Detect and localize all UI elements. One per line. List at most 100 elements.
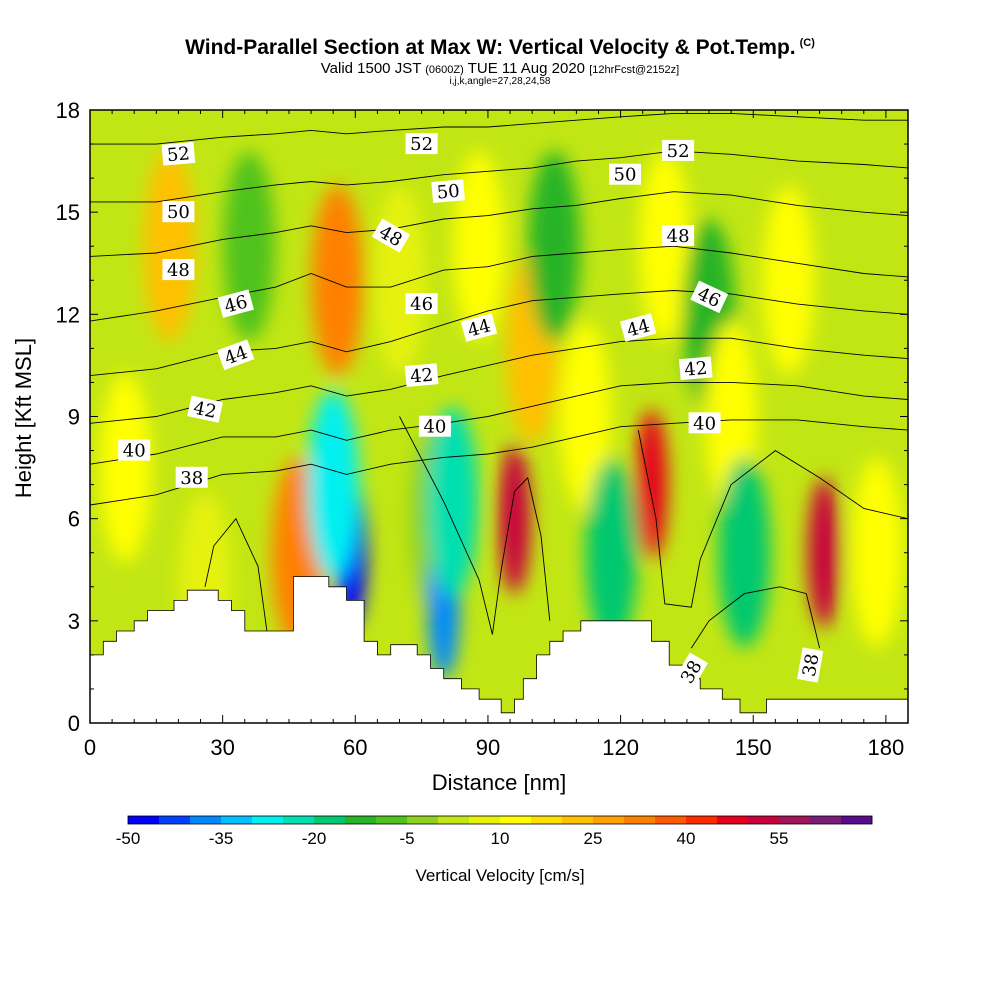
isentrope-42 <box>90 337 908 424</box>
velocity-cell-25 <box>851 457 904 648</box>
contour-label-text-5: 42 <box>192 398 219 423</box>
y-tick-label-9: 9 <box>68 405 80 430</box>
isentrope-low-1 <box>399 416 551 635</box>
isentrope-50 <box>90 150 908 203</box>
contour-label-text-16: 50 <box>614 165 637 186</box>
contour-label-8: 52 <box>405 133 438 155</box>
colorbar-tick--50: -50 <box>116 829 141 848</box>
x-tick-label-60: 60 <box>343 735 367 760</box>
colorbar-frame <box>127 815 873 825</box>
isentrope-contours <box>90 112 908 649</box>
y-tick-label-15: 15 <box>56 200 80 225</box>
colorbar-swatch-21 <box>779 816 811 824</box>
valid-suffix: TUE 11 Aug 2020 <box>467 60 586 77</box>
x-tick-label-90: 90 <box>476 735 500 760</box>
colorbar-swatch-12 <box>500 816 532 824</box>
contour-label-13: 42 <box>404 363 439 388</box>
colorbar-swatch-19 <box>717 816 749 824</box>
contour-label-text-9: 50 <box>436 181 461 204</box>
isentrope-48 <box>90 191 908 257</box>
colorbar-swatch-0 <box>128 816 160 824</box>
x-axis-label: Distance [nm] <box>432 770 567 795</box>
contour-label-text-20: 42 <box>684 358 709 381</box>
chart-title: Wind-Parallel Section at Max W: Vertical… <box>185 36 815 59</box>
contour-label-text-11: 46 <box>410 294 433 315</box>
isentrope-low-3 <box>690 586 821 649</box>
isentrope-low-2 <box>637 430 908 608</box>
contour-label-11: 46 <box>405 293 438 315</box>
contour-label-text-15: 52 <box>667 141 690 162</box>
y-tick-label-12: 12 <box>56 302 80 327</box>
velocity-cell-13 <box>498 443 531 594</box>
contour-label-19: 44 <box>619 313 657 342</box>
copyright-mark: (C) <box>799 37 815 49</box>
velocity-cell-24 <box>807 477 840 628</box>
y-tick-label-6: 6 <box>68 507 80 532</box>
chart-indices: i,j,k,angle=27,28,24,58 <box>449 76 551 87</box>
velocity-cell-22 <box>718 457 771 648</box>
colorbar-tick-40: 40 <box>677 829 696 848</box>
contour-label-15: 52 <box>662 139 695 162</box>
colorbar-tick-55: 55 <box>770 829 789 848</box>
valid-utc: (0600Z) <box>425 64 464 76</box>
contour-label-3: 46 <box>217 289 254 318</box>
axes: 0 30 60 90 120 150 180 0 3 6 9 12 15 18 <box>56 98 909 760</box>
contour-label-text-7: 38 <box>180 468 203 489</box>
forecast-label: [12hrFcst@2152z] <box>589 64 680 76</box>
contour-label-2: 48 <box>162 259 195 281</box>
colorbar-label: Vertical Velocity [cm/s] <box>415 866 584 885</box>
contour-label-1: 50 <box>162 201 195 223</box>
contour-label-16: 50 <box>609 163 641 186</box>
colorbar-swatch-14 <box>562 816 594 824</box>
valid-prefix: Valid 1500 JST <box>320 60 422 77</box>
colorbar-swatch-18 <box>686 816 718 824</box>
isentrope-44 <box>90 290 908 377</box>
velocity-cell-5 <box>311 185 364 376</box>
isentrope-40 <box>90 381 908 465</box>
colorbar-tick--20: -20 <box>302 829 327 848</box>
velocity-cell-7 <box>307 389 360 580</box>
contour-label-text-0: 52 <box>166 143 191 166</box>
chart-subtitle: Valid 1500 JST (0600Z) TUE 11 Aug 2020 [… <box>0 60 1000 77</box>
velocity-cell-23 <box>762 185 815 376</box>
contour-label-text-8: 52 <box>410 134 433 155</box>
contour-label-text-14: 40 <box>423 417 446 438</box>
contour-label-21: 40 <box>688 412 721 434</box>
contour-label-text-13: 42 <box>409 365 434 388</box>
velocity-cell-15 <box>528 151 581 342</box>
colorbar-swatch-22 <box>810 816 842 824</box>
velocity-cell-18 <box>635 409 668 560</box>
x-tick-label-0: 0 <box>84 735 96 760</box>
velocity-cell-8 <box>373 185 426 376</box>
x-tick-label-120: 120 <box>602 735 639 760</box>
y-axis-label: Height [Kft MSL] <box>11 338 36 498</box>
contour-label-text-17: 48 <box>667 226 690 247</box>
colorbar-swatch-15 <box>593 816 625 824</box>
contour-label-text-21: 40 <box>693 413 716 434</box>
colorbar-swatch-1 <box>159 816 191 824</box>
contour-label-5: 42 <box>187 395 223 423</box>
x-tick-label-30: 30 <box>210 735 234 760</box>
colorbar-swatch-23 <box>841 816 873 824</box>
contour-label-9: 50 <box>431 179 466 204</box>
contour-label-6: 40 <box>118 439 151 462</box>
velocity-cell-17 <box>585 457 638 648</box>
y-tick-label-3: 3 <box>68 609 80 634</box>
colorbar-tick-10: 10 <box>491 829 510 848</box>
isentrope-38 <box>90 419 908 506</box>
velocity-cell-1 <box>143 151 196 342</box>
isentrope-46 <box>90 245 908 322</box>
contour-label-text-1: 50 <box>167 202 190 223</box>
velocity-cell-12 <box>453 151 506 342</box>
colorbar-swatch-3 <box>221 816 253 824</box>
contour-label-text-6: 40 <box>123 441 146 462</box>
velocity-cell-19 <box>638 151 691 342</box>
colorbar-swatch-9 <box>407 816 439 824</box>
contour-label-text-2: 48 <box>167 260 190 281</box>
colorbar-swatch-13 <box>531 816 563 824</box>
colorbar-swatch-6 <box>314 816 346 824</box>
velocity-cell-0 <box>99 372 152 563</box>
colorbar-swatch-7 <box>345 816 377 824</box>
isentrope-low-0 <box>204 517 268 632</box>
colorbar-swatch-17 <box>655 816 687 824</box>
